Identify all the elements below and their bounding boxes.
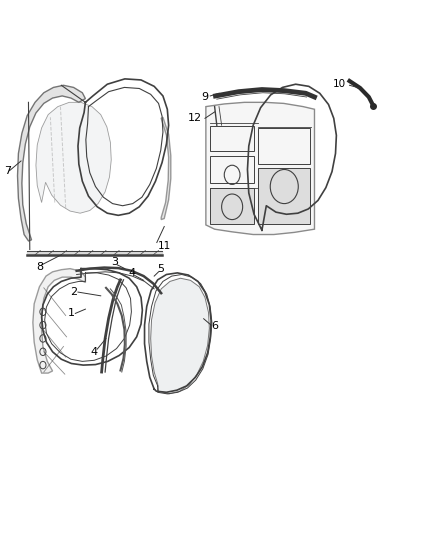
Text: 5: 5 (158, 264, 165, 274)
Text: 9: 9 (201, 92, 208, 102)
Bar (210, 126, 254, 151)
Text: 6: 6 (211, 321, 218, 331)
Text: 1: 1 (67, 309, 74, 318)
Text: 10: 10 (333, 79, 346, 89)
Bar (210, 156, 254, 183)
Bar (258, 128, 310, 164)
Polygon shape (151, 278, 209, 394)
Text: 2: 2 (70, 287, 77, 296)
Text: 8: 8 (36, 262, 43, 271)
Polygon shape (206, 102, 314, 235)
Text: 4: 4 (129, 268, 136, 278)
Bar (210, 188, 254, 224)
Polygon shape (33, 269, 85, 373)
Polygon shape (36, 102, 111, 213)
Text: 4: 4 (91, 347, 98, 357)
Polygon shape (18, 85, 85, 241)
Polygon shape (161, 117, 171, 220)
Text: 11: 11 (158, 241, 171, 251)
Polygon shape (27, 251, 162, 255)
Text: 7: 7 (4, 166, 11, 175)
Bar (258, 168, 310, 224)
Text: 12: 12 (188, 114, 202, 123)
Text: 3: 3 (111, 257, 118, 267)
